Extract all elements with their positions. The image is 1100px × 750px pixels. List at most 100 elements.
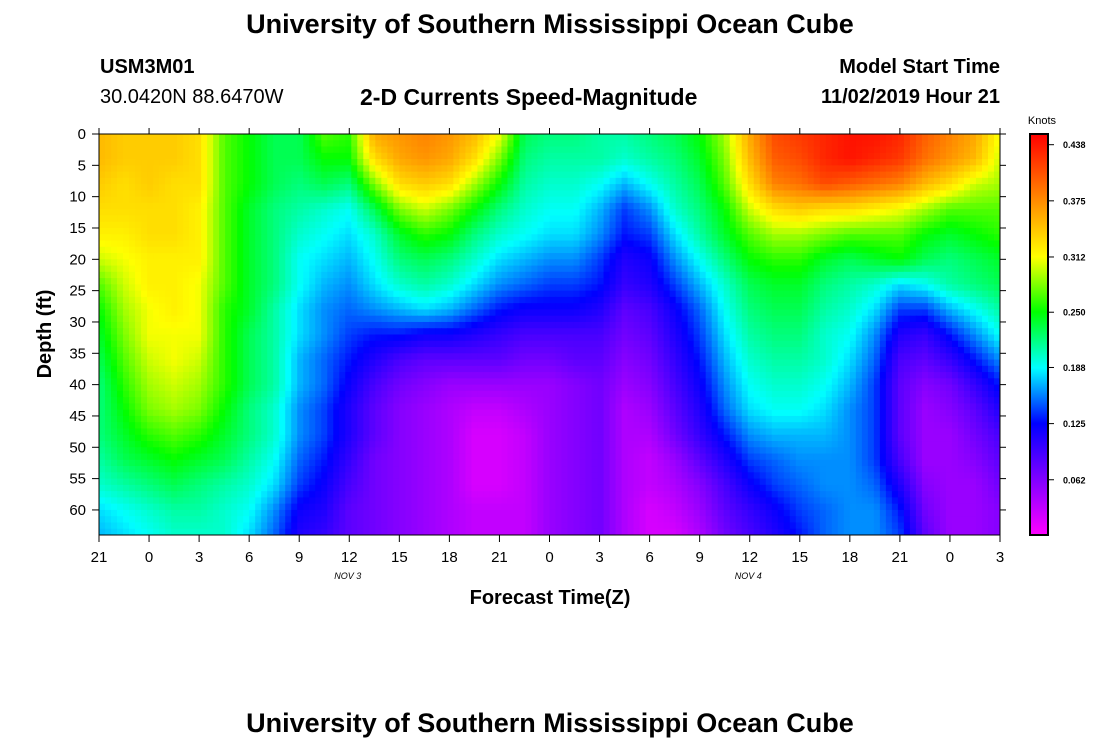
heatmap-cell <box>117 290 124 298</box>
heatmap-cell <box>291 165 298 173</box>
heatmap-cell <box>129 246 136 254</box>
heatmap-cell <box>927 165 935 173</box>
heatmap-cell <box>813 315 821 323</box>
heatmap-cell <box>783 328 791 336</box>
heatmap-cell <box>291 284 298 292</box>
heatmap-cell <box>945 309 953 317</box>
heatmap-cell <box>447 159 454 166</box>
heatmap-cell <box>249 227 256 235</box>
heatmap-cell <box>615 234 623 242</box>
heatmap-cell <box>345 202 352 210</box>
heatmap-cell <box>813 246 821 254</box>
heatmap-cell <box>525 134 533 141</box>
heatmap-cell <box>657 190 665 198</box>
heatmap-cell <box>705 321 713 329</box>
heatmap-cell <box>447 165 454 173</box>
heatmap-cell <box>873 328 881 336</box>
heatmap-cell <box>795 278 803 285</box>
heatmap-cell <box>321 321 328 329</box>
heatmap-cell <box>699 202 707 210</box>
heatmap-cell <box>471 227 479 235</box>
heatmap-cell <box>447 290 454 298</box>
heatmap-cell <box>627 290 635 298</box>
heatmap-cell <box>981 246 989 254</box>
heatmap-cell <box>495 165 503 173</box>
heatmap-cell <box>471 196 479 204</box>
heatmap-cell <box>981 165 989 173</box>
heatmap-cell <box>831 177 839 185</box>
heatmap-cell <box>159 140 166 148</box>
heatmap-cell <box>831 146 839 154</box>
heatmap-cell <box>741 190 749 198</box>
heatmap-cell <box>495 146 503 154</box>
heatmap-cell <box>243 159 250 166</box>
heatmap-cell <box>111 284 118 292</box>
heatmap-cell <box>417 171 424 179</box>
heatmap-cell <box>321 202 328 210</box>
heatmap-cell <box>753 165 761 173</box>
heatmap-cell <box>477 328 485 336</box>
heatmap-cell <box>981 190 989 198</box>
heatmap-cell <box>609 265 617 273</box>
heatmap-cell <box>663 177 671 185</box>
heatmap-cell <box>351 184 358 191</box>
heatmap-cell <box>567 278 575 285</box>
heatmap-cell <box>951 278 959 285</box>
heatmap-cell <box>303 253 310 260</box>
heatmap-cell <box>141 159 148 166</box>
heatmap-cell <box>399 165 406 173</box>
heatmap-cell <box>939 303 947 311</box>
heatmap-cell <box>561 315 569 323</box>
heatmap-cell <box>639 271 647 279</box>
heatmap-cell <box>99 221 106 229</box>
heatmap-cell <box>993 265 1000 273</box>
heatmap-cell <box>663 202 671 210</box>
heatmap-cell <box>159 209 166 217</box>
heatmap-cell <box>645 177 653 185</box>
heatmap-cell <box>729 215 737 223</box>
heatmap-cell <box>897 315 905 323</box>
heatmap-cell <box>825 246 833 254</box>
heatmap-cell <box>99 215 106 223</box>
heatmap-cell <box>219 215 226 223</box>
heatmap-cell <box>357 296 364 304</box>
heatmap-cell <box>465 215 473 223</box>
heatmap-cell <box>783 253 791 260</box>
heatmap-cell <box>225 140 232 148</box>
heatmap-cell <box>261 271 268 279</box>
heatmap-cell <box>525 227 533 235</box>
heatmap-cell <box>633 253 641 260</box>
heatmap-cell <box>477 321 485 329</box>
heatmap-cell <box>543 234 551 242</box>
heatmap-cell <box>183 215 190 223</box>
heatmap-cell <box>321 171 328 179</box>
heatmap-cell <box>585 315 593 323</box>
heatmap-cell <box>189 146 196 154</box>
heatmap-cell <box>261 334 268 342</box>
heatmap-cell <box>639 177 647 185</box>
heatmap-cell <box>981 271 989 279</box>
heatmap-cell <box>243 296 250 304</box>
heatmap-cell <box>573 140 581 148</box>
heatmap-cell <box>255 240 262 248</box>
heatmap-cell <box>909 165 917 173</box>
heatmap-cell <box>561 227 569 235</box>
heatmap-cell <box>855 321 863 329</box>
heatmap-cell <box>249 271 256 279</box>
heatmap-cell <box>591 284 599 292</box>
heatmap-cell <box>993 334 1000 342</box>
heatmap-cell <box>801 227 809 235</box>
heatmap-cell <box>243 265 250 273</box>
heatmap-cell <box>687 134 695 141</box>
heatmap-cell <box>735 134 743 141</box>
heatmap-cell <box>477 315 485 323</box>
heatmap-cell <box>105 265 112 273</box>
heatmap-cell <box>945 196 953 204</box>
heatmap-cell <box>639 146 647 154</box>
heatmap-cell <box>717 215 725 223</box>
heatmap-cell <box>129 328 136 336</box>
heatmap-cell <box>669 246 677 254</box>
heatmap-cell <box>555 290 563 298</box>
heatmap-cell <box>945 146 953 154</box>
heatmap-cell <box>171 190 178 198</box>
